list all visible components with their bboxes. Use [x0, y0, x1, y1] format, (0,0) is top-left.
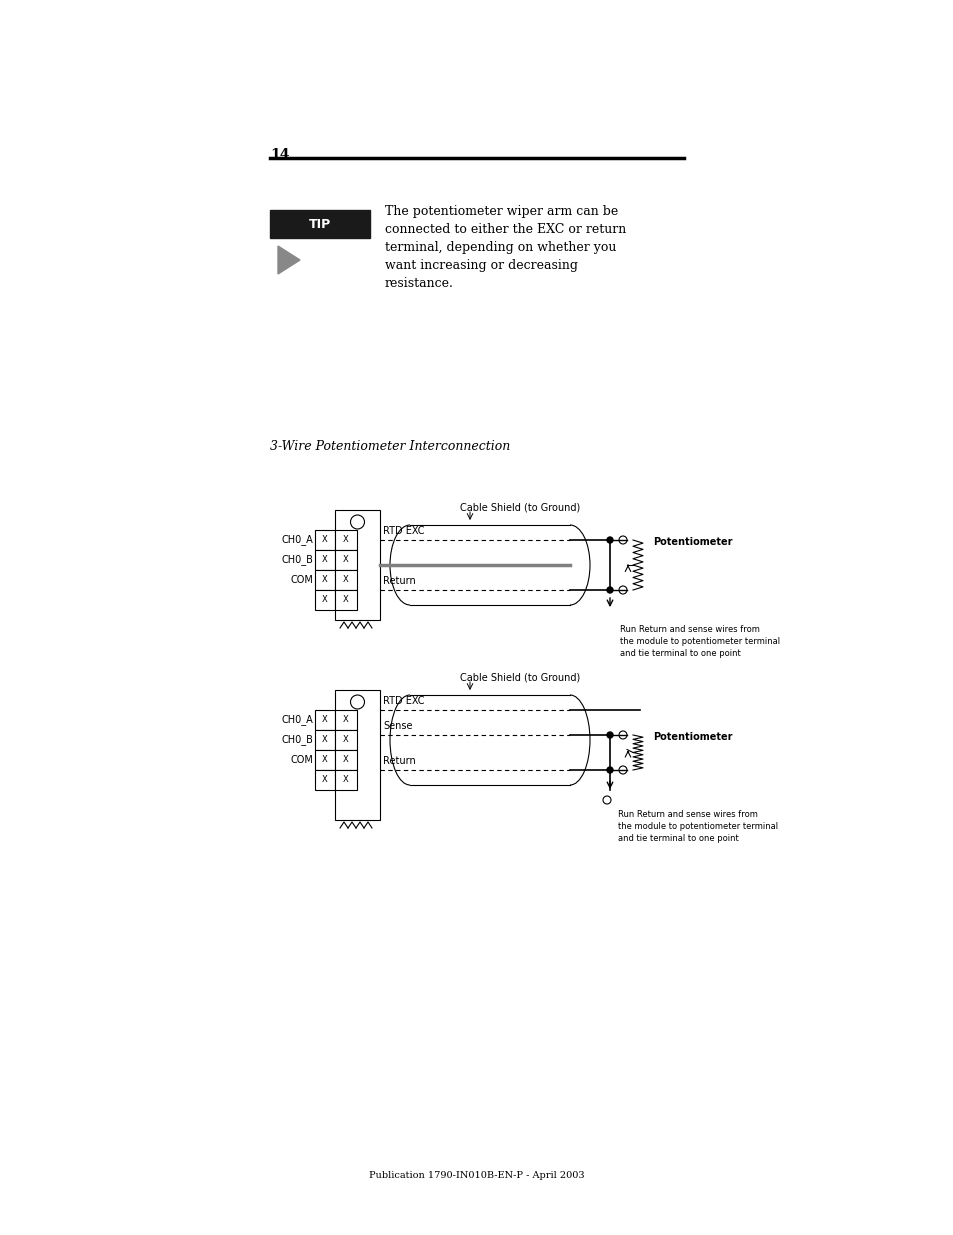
Circle shape — [618, 536, 626, 543]
Bar — [335, 750, 356, 769]
Text: CH0_B: CH0_B — [281, 555, 313, 566]
Text: CH0_A: CH0_A — [281, 715, 313, 725]
Circle shape — [606, 537, 613, 543]
Text: X: X — [343, 536, 349, 545]
Text: Sense: Sense — [382, 721, 412, 731]
Bar — [335, 530, 356, 550]
Circle shape — [618, 731, 626, 739]
Text: 14: 14 — [270, 148, 289, 162]
Circle shape — [606, 587, 613, 593]
Text: TIP: TIP — [309, 217, 331, 231]
Bar — [335, 571, 356, 590]
Text: X: X — [322, 736, 328, 745]
Text: Run Return and sense wires from
the module to potentiometer terminal
and tie ter: Run Return and sense wires from the modu… — [618, 810, 778, 842]
Bar — [335, 590, 356, 610]
Bar — [335, 690, 379, 820]
Text: COM: COM — [290, 576, 313, 585]
Text: Cable Shield (to Ground): Cable Shield (to Ground) — [459, 672, 579, 682]
Text: RTD EXC: RTD EXC — [382, 697, 424, 706]
Bar — [314, 550, 335, 571]
Circle shape — [602, 797, 610, 804]
Circle shape — [618, 766, 626, 774]
Bar — [314, 769, 335, 790]
Bar — [335, 769, 356, 790]
Text: Run Return and sense wires from
the module to potentiometer terminal
and tie ter: Run Return and sense wires from the modu… — [619, 625, 780, 657]
Text: X: X — [343, 776, 349, 784]
Text: X: X — [322, 756, 328, 764]
Bar — [335, 730, 356, 750]
Bar — [335, 550, 356, 571]
Text: Return: Return — [382, 756, 416, 766]
Text: RTD EXC: RTD EXC — [382, 526, 424, 536]
Text: CH0_B: CH0_B — [281, 735, 313, 746]
Text: X: X — [322, 576, 328, 584]
Text: Publication 1790-IN010B-EN-P - April 2003: Publication 1790-IN010B-EN-P - April 200… — [369, 1171, 584, 1179]
Circle shape — [606, 732, 613, 739]
Text: COM: COM — [290, 755, 313, 764]
Circle shape — [350, 695, 364, 709]
Text: X: X — [322, 556, 328, 564]
Bar — [314, 530, 335, 550]
Text: X: X — [322, 595, 328, 604]
Bar — [314, 710, 335, 730]
Text: X: X — [322, 715, 328, 725]
Text: X: X — [343, 756, 349, 764]
Circle shape — [618, 585, 626, 594]
Circle shape — [350, 515, 364, 529]
Polygon shape — [277, 246, 299, 274]
Text: X: X — [343, 736, 349, 745]
Text: CH0_A: CH0_A — [281, 535, 313, 546]
Text: Return: Return — [382, 576, 416, 585]
Bar — [335, 710, 356, 730]
Text: Potentiometer: Potentiometer — [652, 732, 732, 742]
Text: X: X — [343, 556, 349, 564]
Text: The potentiometer wiper arm can be
connected to either the EXC or return
termina: The potentiometer wiper arm can be conne… — [385, 205, 625, 290]
Text: X: X — [343, 576, 349, 584]
Bar — [314, 590, 335, 610]
Bar — [314, 750, 335, 769]
Bar — [335, 510, 379, 620]
Text: Cable Shield (to Ground): Cable Shield (to Ground) — [459, 501, 579, 513]
Circle shape — [606, 767, 613, 773]
Text: X: X — [322, 776, 328, 784]
Bar — [314, 730, 335, 750]
Text: 3-Wire Potentiometer Interconnection: 3-Wire Potentiometer Interconnection — [270, 440, 510, 453]
Text: X: X — [343, 595, 349, 604]
Text: X: X — [322, 536, 328, 545]
Bar — [270, 210, 370, 238]
Bar — [314, 571, 335, 590]
Text: Potentiometer: Potentiometer — [652, 537, 732, 547]
Text: X: X — [343, 715, 349, 725]
